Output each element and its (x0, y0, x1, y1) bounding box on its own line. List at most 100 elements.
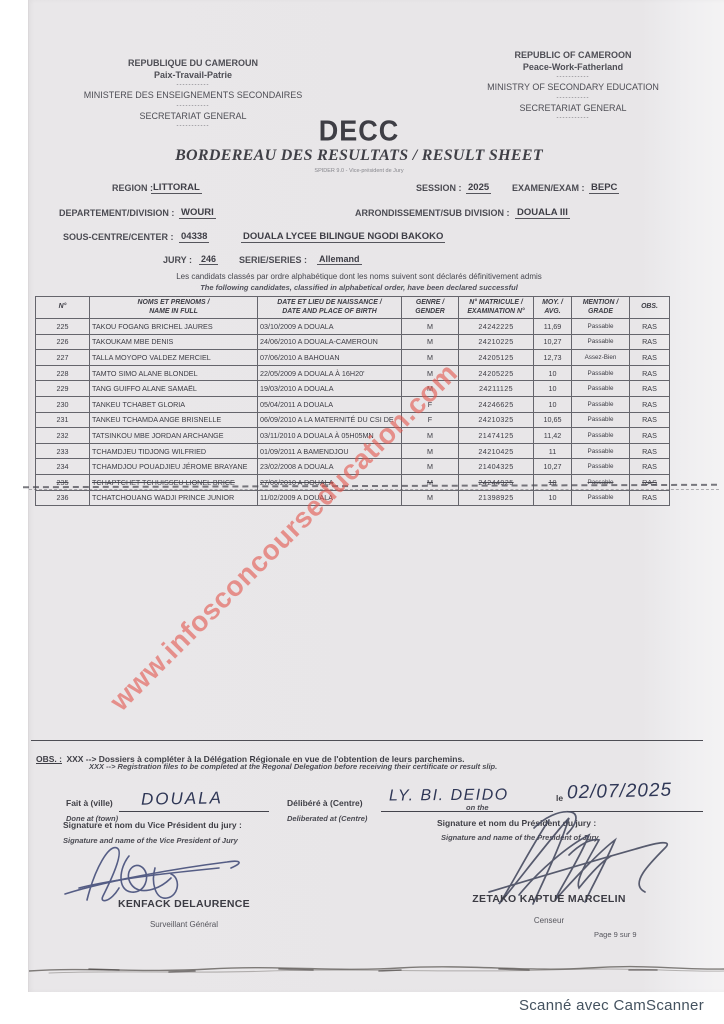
vp-signature-scribble (64, 846, 240, 902)
cell-grade: Passable (571, 427, 630, 444)
region-label: REGION : (112, 183, 154, 193)
department-value: WOURI (179, 207, 216, 219)
date-label-fr: le (556, 793, 564, 803)
cell-birth: 22/05/2009 A DOUALA À 16H20' (257, 364, 402, 382)
cell-matricule: 24211125 (458, 380, 534, 397)
header-right-block: REPUBLIC OF CAMEROON Peace-Work-Fatherla… (447, 50, 699, 123)
series-value: Allemand (317, 254, 362, 265)
department-label: DEPARTEMENT/DIVISION : (59, 208, 175, 218)
cell-matricule: 24205225 (458, 364, 534, 382)
cell-name: TANKEU TCHAMDA ANGE BRISNELLE (89, 411, 258, 429)
subdivision-label: ARRONDISSEMENT/SUB DIVISION : (355, 208, 510, 218)
table-row: 230 TANKEU TCHABET GLORIA 05/04/2011 A DOU… (35, 395, 670, 413)
header-left-block: REPUBLIQUE DU CAMEROUN Paix-Travail-Patr… (47, 58, 339, 131)
p-name: ZETAKO KAPTUE MARCELIN (472, 893, 626, 905)
column-header: NOMS ET PRENOMS / NAME IN FULL (89, 296, 258, 319)
cell-matricule: 24210425 (458, 442, 534, 460)
p-signature-label-fr: Signature et nom du Président du jury : (437, 818, 597, 828)
cell-name: TATSINKOU MBE JORDAN ARCHANGE (89, 427, 258, 444)
cell-grade: Passable (571, 411, 630, 429)
session-value: 2025 (466, 182, 492, 194)
cell-avg: 10,27 (533, 333, 572, 351)
cell-grade: Passable (571, 473, 630, 491)
cell-num: 229 (35, 380, 90, 397)
cell-matricule: 24210225 (458, 333, 534, 351)
camscanner-credit: Scanné avec CamScanner (518, 997, 704, 1014)
cell-matricule: 21404325 (458, 458, 534, 475)
motto-en: Peace-Work-Fatherland (522, 61, 624, 72)
results-table-header: N° NOMS ET PRENOMS / NAME IN FULL DATE ET L… (35, 296, 670, 319)
cell-gender: M (401, 442, 459, 460)
cell-num: 233 (35, 442, 90, 460)
deliberated-label-en: Deliberated at (Centre) (287, 814, 368, 823)
obs-text-en: XXX --> Registration files to be complet… (89, 762, 498, 771)
separator-dashes: ----------- (556, 74, 590, 80)
cell-obs: RAS (629, 333, 670, 351)
cell-num: 232 (35, 427, 90, 444)
cell-obs: RAS (629, 489, 670, 507)
obs-divider-line (31, 740, 703, 741)
cell-grade: Passable (571, 318, 630, 335)
republic-en: REPUBLIC OF CAMEROON (514, 50, 632, 60)
date-label-en: on the (466, 803, 489, 812)
cell-matricule: 24205125 (458, 349, 534, 366)
cell-matricule: 21474125 (458, 427, 534, 444)
cell-avg: 10 (533, 364, 572, 382)
cell-avg: 11,69 (533, 318, 572, 335)
cell-matricule: 24242225 (458, 318, 534, 335)
cell-matricule: 24210325 (458, 411, 534, 429)
deliberated-label-fr: Délibéré à (Centre) (287, 798, 363, 808)
table-row: 234 TCHAMDJOU POUADJIEU JÉROME BRAYANE 23/… (35, 458, 670, 475)
cell-num: 230 (35, 395, 90, 413)
cell-name: TAKOU FOGANG BRICHEL JAURES (89, 318, 258, 335)
center-name: DOUALA LYCEE BILINGUE NGODI BAKOKO (241, 231, 446, 243)
cell-birth: 05/04/2011 A DOUALA (257, 395, 402, 413)
table-row: 236 TCHATCHOUANG WADJI PRINCE JUNIOR 11/02… (35, 489, 670, 507)
p-title: Censeur (533, 916, 565, 925)
cell-obs: RAS (629, 380, 670, 397)
sheet-subtitle: BORDEREAU DES RESULTATS / RESULT SHEET (175, 147, 543, 164)
cell-grade: Assez-Bien (571, 349, 630, 366)
motto-fr: Paix-Travail-Patrie (153, 69, 233, 80)
results-table-body: 225 TAKOU FOGANG BRICHEL JAURES 03/10/2009… (35, 318, 670, 507)
document-title: DECC (318, 115, 400, 147)
subdivision-value: DOUALA III (515, 207, 570, 219)
row-strikethrough-line-echo (29, 489, 719, 490)
republic-fr: REPUBLIQUE DU CAMEROUN (127, 58, 258, 68)
table-row: 232 TATSINKOU MBE JORDAN ARCHANGE 03/11/20… (35, 427, 670, 444)
date-underline (567, 811, 703, 812)
cell-matricule: 24246625 (458, 395, 534, 413)
cell-gender: M (401, 318, 459, 335)
cell-avg: 10 (533, 395, 572, 413)
exam-label: EXAMEN/EXAM : (512, 183, 585, 193)
cell-gender: M (401, 458, 459, 475)
vp-name: KENFACK DELAURENCE (118, 898, 250, 910)
cell-name: TALLA MOYOPO VALDEZ MERCIEL (89, 349, 258, 366)
secretariat-fr: SECRETARIAT GENERAL (139, 110, 247, 121)
cell-num: 231 (35, 411, 90, 429)
table-row: 231 TANKEU TCHAMDA ANGE BRISNELLE 06/09/20… (35, 411, 670, 429)
done-at-underline (119, 811, 269, 812)
table-row: 233 TCHAMDJEU TIDJONG WILFRIED 01/09/2011 … (35, 442, 670, 460)
cell-obs: RAS (629, 427, 670, 444)
scan-scratch-line (29, 965, 724, 974)
deliberated-underline (381, 811, 553, 812)
cell-gender: M (401, 473, 459, 491)
cell-name: TCHATCHOUANG WADJI PRINCE JUNIOR (89, 489, 258, 507)
cell-num: 225 (35, 318, 90, 335)
cell-avg: 10,65 (533, 411, 572, 429)
cell-avg: 10 (533, 380, 572, 397)
cell-birth: 07/06/2010 A BAHOUAN (257, 349, 402, 366)
vp-signature-label-fr: Signature et nom du Vice Président du ju… (63, 820, 242, 830)
results-table: N° NOMS ET PRENOMS / NAME IN FULL DATE ET L… (35, 296, 670, 507)
cell-obs: RAS (629, 318, 670, 335)
cell-name: TCHAMDJEU TIDJONG WILFRIED (89, 442, 258, 460)
obs-note-fr-line: OBS. : XXX --> Dossiers à compléter à la… (36, 749, 696, 767)
done-at-label-en: Done at (town) (66, 814, 119, 823)
session-label: SESSION : (416, 183, 462, 193)
table-row: 227 TALLA MOYOPO VALDEZ MERCIEL 07/06/2010… (35, 349, 670, 366)
cell-grade: Passable (571, 442, 630, 460)
cell-avg: 10,27 (533, 458, 572, 475)
column-header: N° (35, 296, 90, 319)
